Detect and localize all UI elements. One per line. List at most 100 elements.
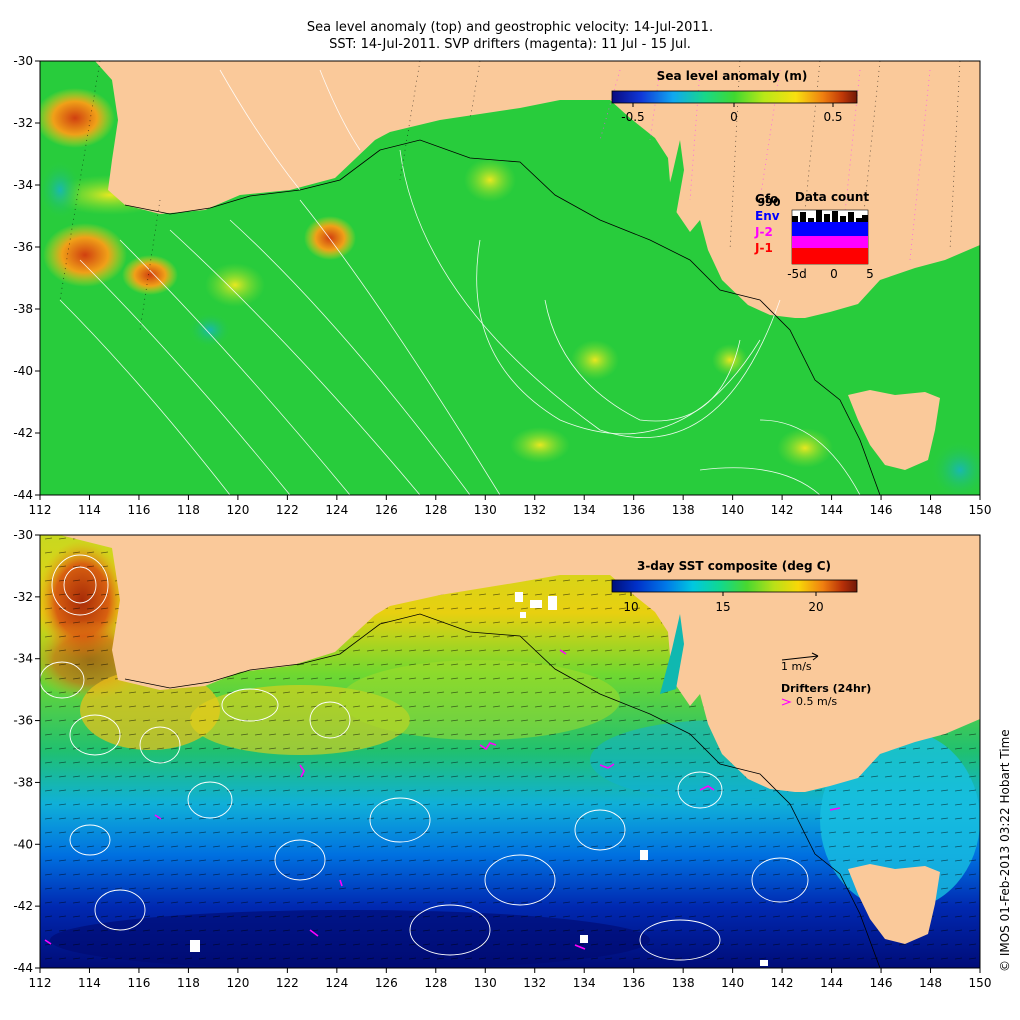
- lon-tick-label: 150: [969, 503, 992, 517]
- lon-tick-label: 142: [771, 503, 794, 517]
- data-count-xtick: 0: [830, 267, 838, 281]
- drifters-label: Drifters (24hr): [781, 682, 871, 695]
- lat-tick-label: -34: [13, 178, 33, 192]
- lon-tick-label: 112: [29, 503, 52, 517]
- lat-tick-label: -42: [13, 899, 33, 913]
- sla-map-frame: [39, 60, 981, 496]
- lat-tick-label: -38: [13, 775, 33, 789]
- shelf-contour: [124, 139, 881, 495]
- lat-tick-label: -44: [13, 488, 33, 502]
- drifters-scale-label: 0.5 m/s: [796, 695, 837, 708]
- lon-tick-label: 118: [177, 976, 200, 990]
- sla-yellow-anomaly: [571, 340, 619, 380]
- sla-yellow-anomaly: [712, 344, 748, 376]
- figure-title-line1: Sea level anomaly (top) and geostrophic …: [306, 20, 714, 35]
- copyright-credit: © IMOS 01-Feb-2013 03:22 Hobart Time: [998, 729, 1012, 972]
- sla-high-anomaly: [40, 88, 115, 148]
- sla-yellow-anomaly: [777, 428, 833, 468]
- lon-tick-label: 144: [820, 503, 843, 517]
- sla-yellow-anomaly: [464, 158, 516, 202]
- sla-contours: [59, 69, 861, 495]
- lon-tick-label: 118: [177, 503, 200, 517]
- lon-tick-label: 128: [424, 503, 447, 517]
- shelf-contour: [124, 613, 881, 968]
- australia-mainland: [40, 61, 980, 318]
- sst-colorbar: 3-day SST composite (deg C) 10 15 20: [611, 559, 858, 614]
- lon-tick-label: 128: [424, 976, 447, 990]
- lon-tick-label: 124: [325, 503, 348, 517]
- lon-tick-label: 136: [622, 976, 645, 990]
- lat-tick-label: -44: [13, 961, 33, 975]
- sla-yellow-anomaly: [205, 263, 265, 307]
- tasmania: [848, 864, 940, 944]
- legend-gfo: Gfo: [755, 192, 778, 206]
- figure-title-line2: SST: 14-Jul-2011. SVP drifters (magenta)…: [329, 37, 691, 52]
- lon-tick-label: 134: [573, 976, 596, 990]
- sla-map-panel: [40, 61, 980, 495]
- sst-colorbar-tick: 15: [715, 600, 730, 614]
- sla-yellow-anomaly: [510, 427, 570, 463]
- lon-tick-label: 136: [622, 503, 645, 517]
- lat-tick-label: -30: [13, 54, 33, 68]
- legend-j2: J-2: [754, 225, 773, 239]
- lat-tick-label: -38: [13, 302, 33, 316]
- lon-tick-label: 126: [375, 976, 398, 990]
- sla-high-anomaly: [122, 255, 178, 295]
- sst-map-frame: [39, 534, 981, 969]
- lon-tick-label: 138: [672, 976, 695, 990]
- lon-tick-label: 148: [919, 503, 942, 517]
- lat-tick-label: -32: [13, 590, 33, 604]
- velocity-scale-label: 1 m/s: [781, 660, 812, 673]
- lon-tick-label: 114: [78, 976, 101, 990]
- lon-tick-label: 150: [969, 976, 992, 990]
- satellite-tracks: [59, 61, 961, 331]
- lon-tick-label: 142: [771, 976, 794, 990]
- tasmania: [848, 390, 940, 470]
- australia-mainland: [40, 535, 980, 792]
- lat-tick-label: -40: [13, 364, 33, 378]
- sla-high-anomaly: [43, 223, 127, 287]
- sst-map-panel: [40, 535, 980, 968]
- lon-tick-label: 124: [325, 976, 348, 990]
- sst-colorbar-title: 3-day SST composite (deg C): [637, 559, 831, 573]
- map-axes: 112 114 116 118 120 122 124 126 128 130 132 134 136 1…: [13, 54, 991, 990]
- lon-tick-label: 130: [474, 503, 497, 517]
- lat-tick-label: -32: [13, 116, 33, 130]
- lon-tick-label: 140: [721, 976, 744, 990]
- lon-tick-label: 122: [276, 976, 299, 990]
- lon-tick-label: 116: [127, 503, 150, 517]
- data-count-xtick: 5: [866, 267, 874, 281]
- lon-tick-label: 134: [573, 503, 596, 517]
- drifter-arrow-icon: [781, 698, 792, 706]
- sst-colorbar-tick: 10: [623, 600, 638, 614]
- lon-tick-label: 112: [29, 976, 52, 990]
- lon-tick-label: 138: [672, 503, 695, 517]
- sla-low-anomaly: [40, 160, 82, 220]
- lat-tick-label: -36: [13, 714, 33, 728]
- data-count-title: Data count: [795, 190, 870, 204]
- lon-tick-label: 140: [721, 503, 744, 517]
- sla-colorbar: Sea level anomaly (m) -0.5 0 0.5: [611, 69, 858, 124]
- lon-tick-label: 144: [820, 976, 843, 990]
- lat-tick-label: -30: [13, 528, 33, 542]
- data-count-xtick: -5d: [787, 267, 807, 281]
- sla-colorbar-title: Sea level anomaly (m): [657, 69, 808, 83]
- sla-colorbar-tick: -0.5: [621, 110, 644, 124]
- data-count-value: 990: [758, 196, 781, 209]
- lon-tick-label: 146: [870, 503, 893, 517]
- velocity-legend: 1 m/s Drifters (24hr) 0.5 m/s: [781, 652, 871, 708]
- legend-env: Env: [755, 209, 780, 223]
- lon-tick-label: 114: [78, 503, 101, 517]
- sla-low-anomaly: [930, 440, 980, 495]
- lon-tick-label: 132: [523, 976, 546, 990]
- sla-high-anomaly: [304, 216, 356, 260]
- lat-tick-label: -34: [13, 652, 33, 666]
- sst-colorbar-tick: 20: [808, 600, 823, 614]
- sla-colorbar-tick: 0: [730, 110, 738, 124]
- sla-low-anomaly: [188, 312, 232, 348]
- sla-colorbar-tick: 0.5: [823, 110, 842, 124]
- lon-tick-label: 148: [919, 976, 942, 990]
- lon-tick-label: 120: [226, 503, 249, 517]
- legend-j1: J-1: [754, 241, 773, 255]
